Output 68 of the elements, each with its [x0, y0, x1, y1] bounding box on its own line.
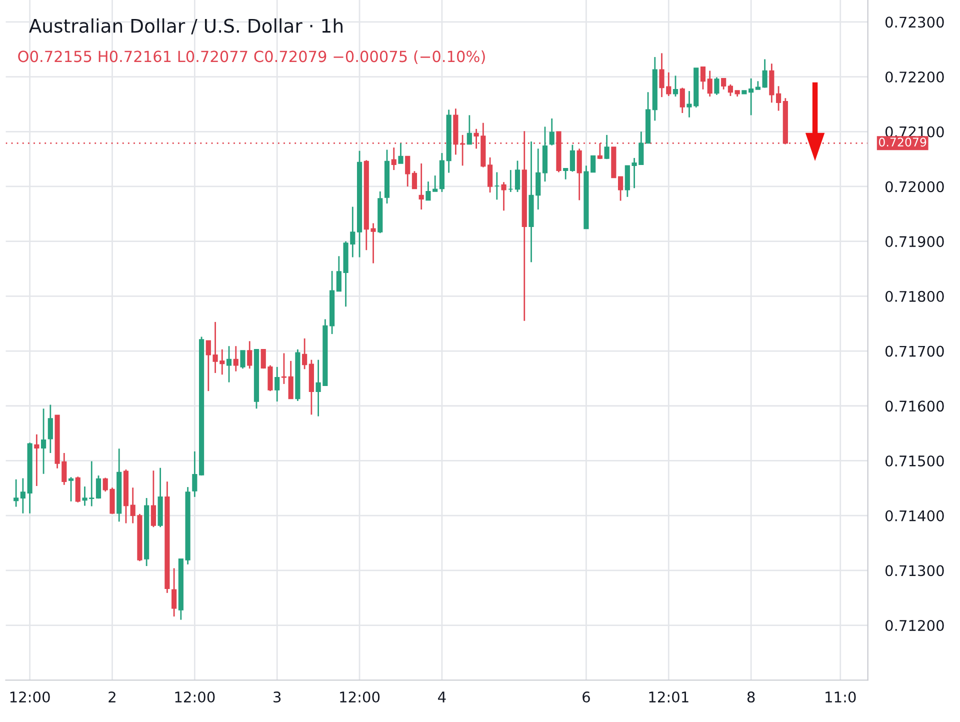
y-tick-label: 0.71600 — [885, 400, 944, 412]
y-tick-label: 0.71700 — [885, 346, 944, 357]
x-tick-label: 12:00 — [340, 691, 380, 703]
x-tick-label: 12:01 — [649, 691, 688, 703]
text: Australian Dollar / U.S. Dollar · 1h — [28, 18, 342, 34]
ref-line-label: 0.72079 — [878, 138, 926, 147]
candlestick — [570, 144, 576, 172]
candlestick — [75, 476, 80, 504]
x-tick-label: 2 — [108, 691, 116, 702]
candlestick — [405, 156, 410, 188]
candlestick — [700, 66, 706, 90]
candlestick — [281, 352, 287, 385]
x-tick-label: 11:0 — [826, 691, 856, 703]
x-tick-label: 8 — [747, 691, 755, 703]
y-tick-label: 0.71900 — [885, 236, 944, 248]
candlestick — [240, 350, 246, 370]
y-tick-label: 0.72000 — [885, 181, 944, 192]
candlestick — [274, 366, 280, 402]
candlestick — [391, 146, 396, 171]
candlestick — [549, 118, 554, 146]
y-tick-label: 0.72300 — [885, 16, 944, 28]
candlestick — [302, 338, 308, 370]
candlestick — [412, 170, 418, 190]
candlestick — [288, 360, 294, 400]
candlestick — [576, 148, 582, 201]
x-tick-label: 6 — [582, 691, 590, 703]
candlestick — [192, 450, 198, 498]
candlestick — [748, 78, 754, 116]
candlestick — [34, 434, 40, 487]
candlestick — [776, 85, 782, 112]
candlestick — [233, 345, 238, 372]
candlestick — [40, 408, 46, 475]
candlestick — [501, 181, 506, 212]
candlestick — [728, 84, 734, 97]
candlestick — [466, 114, 472, 145]
candlestick — [680, 87, 685, 114]
y-tick-label: 0.71200 — [885, 620, 944, 632]
x-tick-label: 4 — [438, 692, 446, 702]
candlestick — [672, 74, 678, 98]
candlestick — [618, 176, 624, 202]
y-tick-label: 0.71500 — [885, 455, 944, 466]
candlestick — [172, 568, 177, 618]
x-tick-label: 12:00 — [10, 691, 50, 703]
candlestick — [150, 470, 156, 528]
candlestick — [604, 134, 610, 160]
x-tick-label: 3 — [274, 691, 281, 703]
candlestick — [418, 162, 424, 210]
candlestick — [714, 76, 720, 96]
candlestick — [20, 478, 26, 514]
candlestick — [707, 70, 712, 98]
candlestick — [563, 168, 568, 180]
candlestick — [487, 156, 493, 194]
candlestick — [247, 340, 252, 370]
candlestick — [398, 142, 404, 164]
y-tick-label: 0.71400 — [885, 510, 944, 522]
candlestick — [14, 478, 19, 508]
candlestick — [762, 58, 768, 88]
y-tick-label: 0.71800 — [885, 290, 944, 302]
x-tick-label: 12:00 — [175, 691, 215, 703]
candlestick — [96, 474, 102, 500]
candlestick — [226, 345, 232, 383]
y-tick-label: 0.72200 — [885, 72, 944, 83]
candlestick — [721, 78, 726, 90]
y-tick-label: 0.71300 — [885, 565, 944, 576]
candlestick — [48, 404, 53, 454]
candlestick — [68, 476, 74, 502]
text: O0.72155 H0.72161 L0.72077 C0.72079 −0.00075 (−0.10%) — [18, 50, 485, 64]
candlestick — [514, 160, 520, 193]
